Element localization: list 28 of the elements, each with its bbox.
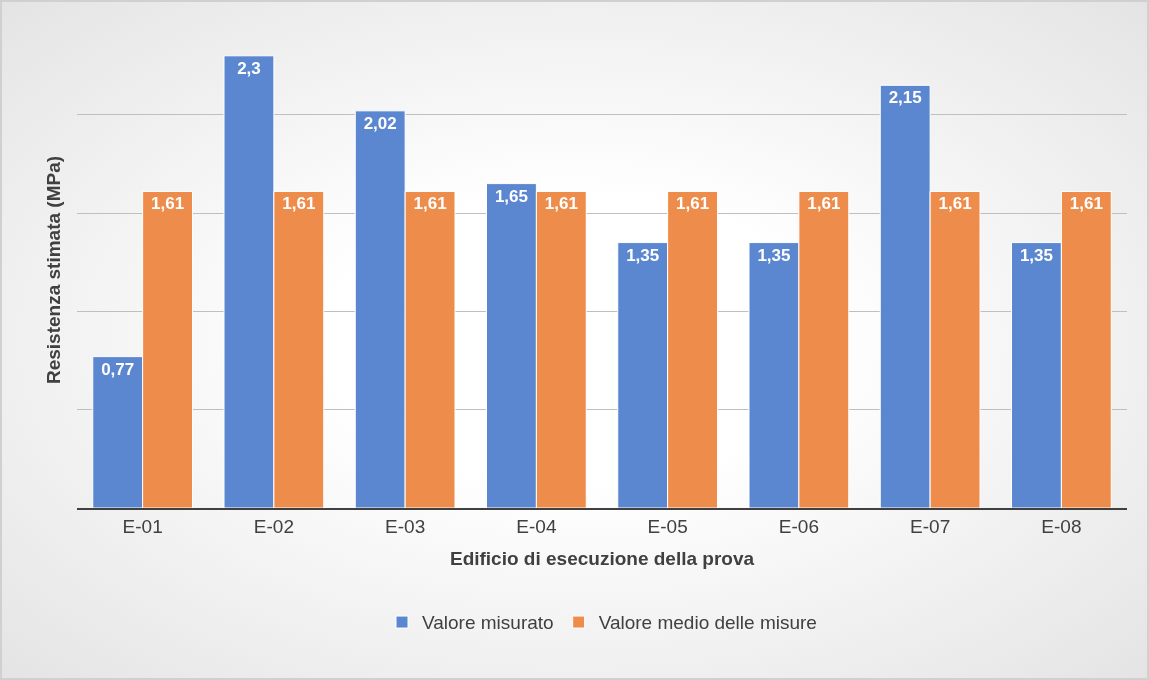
- data-label: 2,02: [363, 113, 397, 133]
- x-tick-label: E-04: [516, 515, 557, 537]
- x-tick-label: E-01: [122, 515, 163, 537]
- legend-label: Valore misurato: [422, 612, 554, 634]
- data-label: 1,65: [494, 186, 528, 206]
- data-label: 1,61: [544, 194, 578, 214]
- x-tick-label: E-06: [778, 515, 819, 537]
- data-label: 1,61: [807, 194, 841, 214]
- x-tick-label: E-02: [253, 515, 294, 537]
- x-tick-label: E-07: [910, 515, 951, 537]
- x-tick-label: E-08: [1041, 515, 1082, 537]
- data-label: 1,61: [938, 194, 972, 214]
- x-tick-label: E-05: [647, 515, 688, 537]
- y-axis-title: Resistenza stimata (MPa): [42, 155, 64, 385]
- data-label: 1,61: [282, 194, 316, 214]
- x-tick-label: E-03: [385, 515, 426, 537]
- data-label: 1,35: [626, 245, 660, 265]
- data-label: 1,61: [676, 194, 710, 214]
- data-label: 1,61: [151, 194, 185, 214]
- data-label: 2,3: [237, 58, 261, 78]
- data-label: 1,61: [1069, 194, 1103, 214]
- legend-label: Valore medio delle misure: [598, 612, 817, 634]
- data-label: 2,15: [888, 88, 922, 108]
- data-label: 1,35: [757, 245, 791, 265]
- data-label: 0,77: [101, 359, 135, 379]
- data-label: 1,35: [1019, 245, 1053, 265]
- data-label: 1,61: [413, 194, 447, 214]
- x-axis-title: Edificio di esecuzione della prova: [449, 548, 755, 570]
